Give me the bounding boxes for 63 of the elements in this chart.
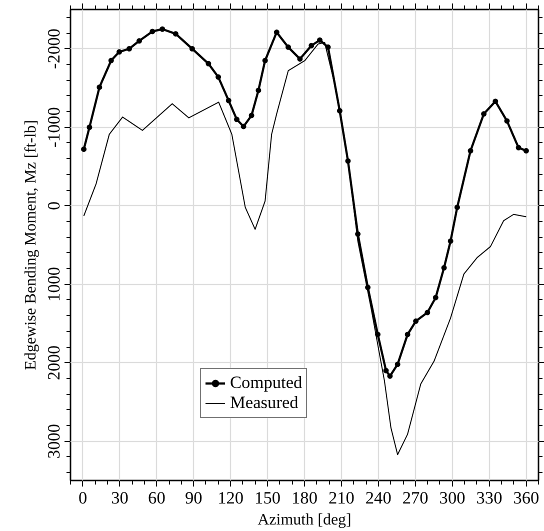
point (297, 56, 303, 62)
y-tick-label: 0 (44, 201, 64, 210)
x-axis-title: Azimuth [deg] (258, 512, 352, 528)
point (96, 84, 102, 90)
point (248, 112, 254, 118)
point (108, 58, 114, 64)
x-tick-label: 180 (292, 488, 318, 508)
point (274, 30, 280, 36)
point (206, 60, 212, 66)
point (136, 38, 142, 44)
point (234, 116, 240, 122)
point (441, 265, 447, 271)
x-tick-label: 30 (111, 488, 128, 508)
point (404, 332, 410, 338)
point (116, 49, 122, 55)
x-tick-label: 240 (365, 488, 392, 508)
point (468, 148, 474, 154)
x-tick-label: 330 (476, 488, 502, 508)
y-tick-label: 2000 (44, 345, 64, 380)
x-tick-label: 150 (254, 488, 281, 508)
point (448, 238, 454, 244)
point (413, 318, 419, 324)
point (454, 204, 460, 210)
point (86, 124, 92, 130)
point (262, 58, 268, 64)
y-tick-label: 3000 (44, 424, 64, 459)
x-tick-label: 360 (513, 488, 540, 508)
point (504, 118, 510, 124)
point (394, 362, 400, 368)
point (240, 124, 246, 130)
point (216, 74, 222, 80)
x-tick-label: 210 (328, 488, 354, 508)
point (150, 28, 156, 34)
y-tick-label: -2000 (44, 28, 64, 69)
point (481, 111, 487, 117)
point (424, 310, 430, 316)
point (256, 88, 262, 94)
legend-label: Measured (230, 393, 298, 413)
point (387, 373, 393, 379)
point (189, 46, 195, 52)
point (317, 37, 323, 43)
y-axis-title: Edgewise Bending Moment, Mz [ft-lb] (22, 120, 40, 370)
x-tick-label: 120 (218, 488, 244, 508)
point (285, 44, 291, 50)
point (126, 46, 132, 52)
point (383, 368, 389, 374)
x-tick-label: 90 (184, 488, 202, 508)
point (81, 146, 87, 152)
point (432, 294, 438, 300)
x-tick-label: 270 (402, 488, 428, 508)
point (523, 148, 529, 154)
point (172, 31, 178, 37)
point (308, 42, 314, 48)
point (226, 98, 232, 104)
x-tick-label: 60 (148, 488, 166, 508)
legend-label: Computed (230, 373, 302, 393)
point (492, 98, 498, 104)
y-tick-label: 1000 (44, 266, 64, 302)
point (516, 144, 522, 150)
x-tick-label: 300 (439, 488, 466, 508)
y-tick-label: -1000 (44, 107, 64, 148)
x-tick-label: 0 (78, 488, 88, 508)
point (160, 26, 166, 32)
